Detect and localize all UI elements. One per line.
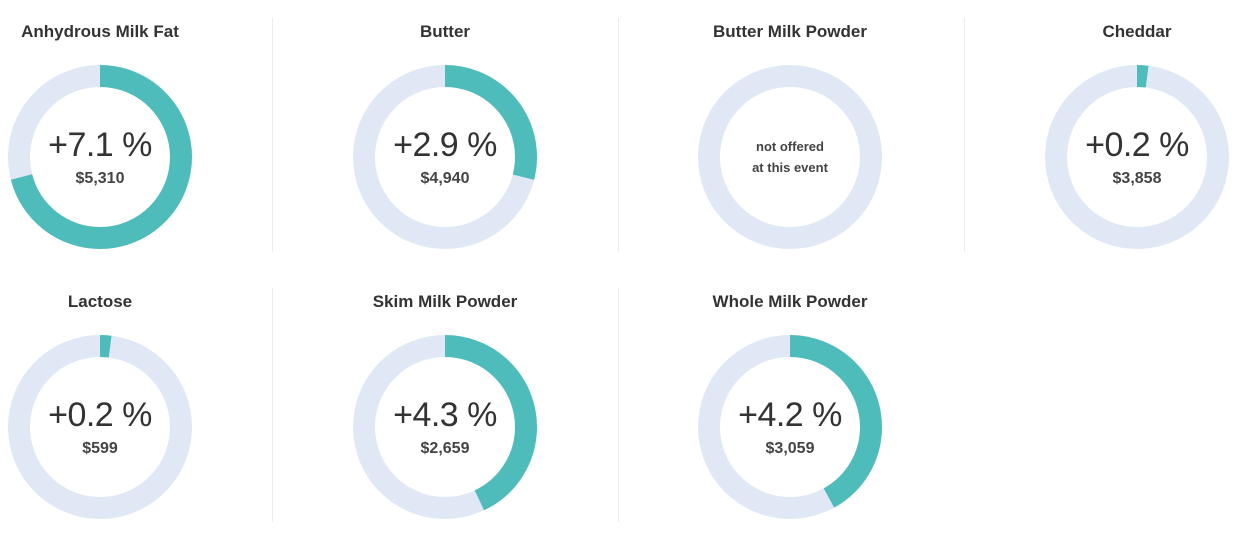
change-donut [8, 335, 192, 519]
price-value: $3,858 [1112, 170, 1162, 187]
column-divider [618, 18, 619, 252]
donut-fill-arc [8, 65, 192, 249]
price-value: $2,659 [420, 440, 470, 457]
not-offered-line-2: at this event [752, 160, 828, 175]
change-donut [353, 335, 537, 519]
product-title: Cheddar [1102, 22, 1172, 41]
change-donut [8, 65, 192, 249]
product-card-whole-milk-powder[interactable]: Whole Milk Powder +4.2 % $3,059 [690, 270, 890, 520]
donut-center: +2.9 % $4,940 [353, 65, 537, 249]
donut-center: +0.2 % $3,858 [1045, 65, 1229, 249]
donut-fill-arc [8, 335, 192, 519]
change-donut [698, 65, 882, 249]
change-donut [698, 335, 882, 519]
donut-svg [1045, 65, 1229, 249]
price-value: $5,310 [75, 170, 125, 187]
product-card-butter[interactable]: Butter +2.9 % $4,940 [345, 0, 545, 250]
product-card-skim-milk-powder[interactable]: Skim Milk Powder +4.3 % $2,659 [345, 270, 545, 520]
product-title: Lactose [67, 292, 133, 311]
price-value: $599 [82, 440, 118, 457]
change-percent: +0.2 % [1085, 126, 1189, 164]
product-title: Skim Milk Powder [372, 292, 518, 311]
change-percent: +4.3 % [393, 396, 497, 434]
donut-svg [8, 65, 192, 249]
donut-svg [353, 335, 537, 519]
column-divider [618, 288, 619, 522]
donut-track [698, 65, 882, 249]
donut-center: +7.1 % $5,310 [8, 65, 192, 249]
column-divider [272, 18, 273, 252]
donut-fill-arc [353, 65, 537, 249]
donut-center: +4.2 % $3,059 [698, 335, 882, 519]
product-card-lactose[interactable]: Lactose +0.2 % $599 [0, 270, 200, 520]
not-offered-message: not offered at this event [752, 136, 828, 178]
product-title: Butter Milk Powder [713, 22, 867, 41]
donut-center: +0.2 % $599 [8, 335, 192, 519]
donut-fill-arc [353, 335, 537, 519]
product-title: Butter [419, 22, 471, 41]
change-percent: +0.2 % [48, 396, 152, 434]
donut-fill-arc [698, 335, 882, 519]
change-percent: +7.1 % [48, 126, 152, 164]
donut-svg [8, 335, 192, 519]
column-divider [272, 288, 273, 522]
change-donut [353, 65, 537, 249]
price-value: $4,940 [420, 170, 470, 187]
donut-svg [698, 335, 882, 519]
product-card-anhydrous-milk-fat[interactable]: Anhydrous Milk Fat +7.1 % $5,310 [0, 0, 200, 250]
donut-fill-arc [1045, 65, 1229, 249]
not-offered-line-1: not offered [756, 139, 824, 154]
change-percent: +2.9 % [393, 126, 497, 164]
product-card-butter-milk-powder[interactable]: Butter Milk Powder not offered at this e… [690, 0, 890, 250]
donut-svg [698, 65, 882, 249]
price-value: $3,059 [765, 440, 815, 457]
change-percent: +4.2 % [738, 396, 842, 434]
column-divider [964, 18, 965, 252]
donut-center: not offered at this event [698, 65, 882, 249]
donut-svg [353, 65, 537, 249]
product-card-cheddar[interactable]: Cheddar +0.2 % $3,858 [1037, 0, 1237, 250]
product-title: Anhydrous Milk Fat [21, 22, 179, 41]
donut-center: +4.3 % $2,659 [353, 335, 537, 519]
change-donut [1045, 65, 1229, 249]
product-title: Whole Milk Powder [712, 292, 868, 311]
